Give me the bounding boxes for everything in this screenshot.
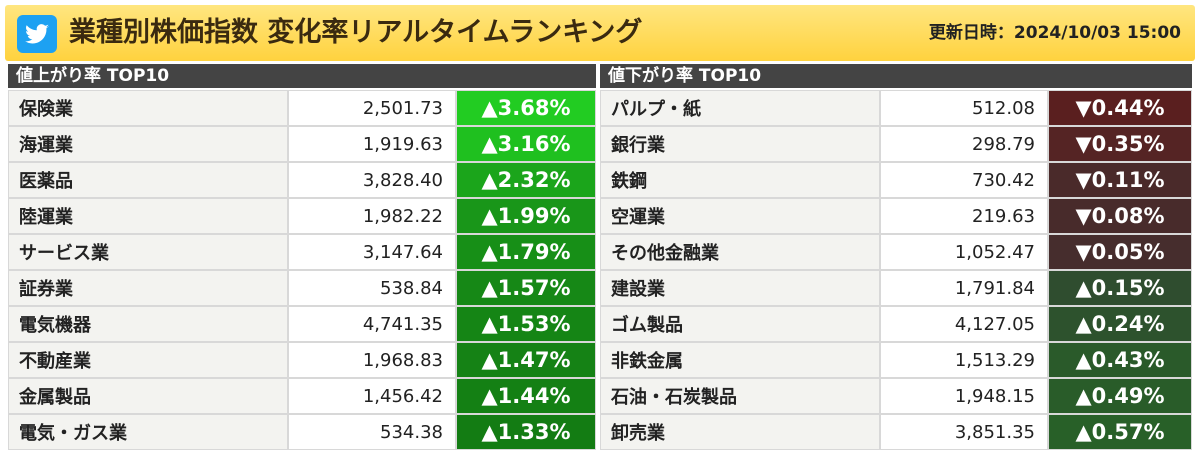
index-price: 4,127.05 <box>880 306 1048 342</box>
change-rate: ▲0.43% <box>1048 342 1192 378</box>
index-price: 538.84 <box>288 270 456 306</box>
index-price: 4,741.35 <box>288 306 456 342</box>
index-price: 512.08 <box>880 90 1048 126</box>
sector-name: 保険業 <box>8 90 288 126</box>
change-rate: ▼0.35% <box>1048 126 1192 162</box>
index-price: 1,919.63 <box>288 126 456 162</box>
sector-name: パルプ・紙 <box>600 90 880 126</box>
sector-name: 医薬品 <box>8 162 288 198</box>
index-price: 3,851.35 <box>880 414 1048 450</box>
losers-heading: 値下がり率 TOP10 <box>600 64 1192 88</box>
sector-name: 卸売業 <box>600 414 880 450</box>
change-rate: ▲1.44% <box>456 378 596 414</box>
page-title: 業種別株価指数 変化率リアルタイムランキング <box>69 17 643 48</box>
table-row: 金属製品 1,456.42 ▲1.44% <box>8 378 596 414</box>
sector-name: 空運業 <box>600 198 880 234</box>
index-price: 1,982.22 <box>288 198 456 234</box>
change-rate: ▼0.08% <box>1048 198 1192 234</box>
change-rate: ▲1.33% <box>456 414 596 450</box>
sector-name: サービス業 <box>8 234 288 270</box>
change-rate: ▲3.68% <box>456 90 596 126</box>
table-row: 空運業 219.63 ▼0.08% <box>600 198 1192 234</box>
sector-name: 建設業 <box>600 270 880 306</box>
change-rate: ▼0.44% <box>1048 90 1192 126</box>
index-price: 534.38 <box>288 414 456 450</box>
index-price: 3,828.40 <box>288 162 456 198</box>
sector-name: 鉄鋼 <box>600 162 880 198</box>
change-rate: ▲1.53% <box>456 306 596 342</box>
table-row: 陸運業 1,982.22 ▲1.99% <box>8 198 596 234</box>
sector-name: 証券業 <box>8 270 288 306</box>
index-price: 1,948.15 <box>880 378 1048 414</box>
index-price: 219.63 <box>880 198 1048 234</box>
change-rate: ▼0.05% <box>1048 234 1192 270</box>
change-rate: ▲2.32% <box>456 162 596 198</box>
gainers-table: 保険業 2,501.73 ▲3.68% 海運業 1,919.63 ▲3.16% 医薬品 3,8… <box>8 90 596 450</box>
table-row: 電気機器 4,741.35 ▲1.53% <box>8 306 596 342</box>
change-rate: ▲0.57% <box>1048 414 1192 450</box>
change-rate: ▲0.49% <box>1048 378 1192 414</box>
table-row: 非鉄金属 1,513.29 ▲0.43% <box>600 342 1192 378</box>
change-rate: ▲1.47% <box>456 342 596 378</box>
index-price: 298.79 <box>880 126 1048 162</box>
change-rate: ▲1.57% <box>456 270 596 306</box>
table-row: 保険業 2,501.73 ▲3.68% <box>8 90 596 126</box>
change-rate: ▲3.16% <box>456 126 596 162</box>
table-row: サービス業 3,147.64 ▲1.79% <box>8 234 596 270</box>
index-price: 1,052.47 <box>880 234 1048 270</box>
table-row: 医薬品 3,828.40 ▲2.32% <box>8 162 596 198</box>
table-row: 銀行業 298.79 ▼0.35% <box>600 126 1192 162</box>
sector-name: 不動産業 <box>8 342 288 378</box>
index-price: 730.42 <box>880 162 1048 198</box>
table-row: 不動産業 1,968.83 ▲1.47% <box>8 342 596 378</box>
gainers-heading: 値上がり率 TOP10 <box>8 64 596 88</box>
sector-name: その他金融業 <box>600 234 880 270</box>
header-bar: 業種別株価指数 変化率リアルタイムランキング 更新日時：2024/10/03 1… <box>5 5 1195 61</box>
table-row: その他金融業 1,052.47 ▼0.05% <box>600 234 1192 270</box>
sector-name: 非鉄金属 <box>600 342 880 378</box>
change-rate: ▲0.15% <box>1048 270 1192 306</box>
table-row: 電気・ガス業 534.38 ▲1.33% <box>8 414 596 450</box>
twitter-bird-icon[interactable] <box>17 15 57 53</box>
table-row: 卸売業 3,851.35 ▲0.57% <box>600 414 1192 450</box>
change-rate: ▼0.11% <box>1048 162 1192 198</box>
change-rate: ▲1.99% <box>456 198 596 234</box>
table-row: パルプ・紙 512.08 ▼0.44% <box>600 90 1192 126</box>
index-price: 1,456.42 <box>288 378 456 414</box>
change-rate: ▲1.79% <box>456 234 596 270</box>
index-price: 2,501.73 <box>288 90 456 126</box>
table-row: 証券業 538.84 ▲1.57% <box>8 270 596 306</box>
table-row: 建設業 1,791.84 ▲0.15% <box>600 270 1192 306</box>
index-price: 1,513.29 <box>880 342 1048 378</box>
index-price: 1,791.84 <box>880 270 1048 306</box>
sector-name: 陸運業 <box>8 198 288 234</box>
sector-name: 石油・石炭製品 <box>600 378 880 414</box>
sector-name: 金属製品 <box>8 378 288 414</box>
losers-table: パルプ・紙 512.08 ▼0.44% 銀行業 298.79 ▼0.35% 鉄鋼 730.42… <box>600 90 1192 450</box>
table-row: 鉄鋼 730.42 ▼0.11% <box>600 162 1192 198</box>
sector-name: 電気・ガス業 <box>8 414 288 450</box>
table-row: ゴム製品 4,127.05 ▲0.24% <box>600 306 1192 342</box>
table-row: 石油・石炭製品 1,948.15 ▲0.49% <box>600 378 1192 414</box>
updated-timestamp: 更新日時：2024/10/03 15:00 <box>928 23 1181 43</box>
sector-name: 銀行業 <box>600 126 880 162</box>
sector-name: 電気機器 <box>8 306 288 342</box>
sector-name: ゴム製品 <box>600 306 880 342</box>
change-rate: ▲0.24% <box>1048 306 1192 342</box>
table-row: 海運業 1,919.63 ▲3.16% <box>8 126 596 162</box>
index-price: 1,968.83 <box>288 342 456 378</box>
sector-name: 海運業 <box>8 126 288 162</box>
index-price: 3,147.64 <box>288 234 456 270</box>
